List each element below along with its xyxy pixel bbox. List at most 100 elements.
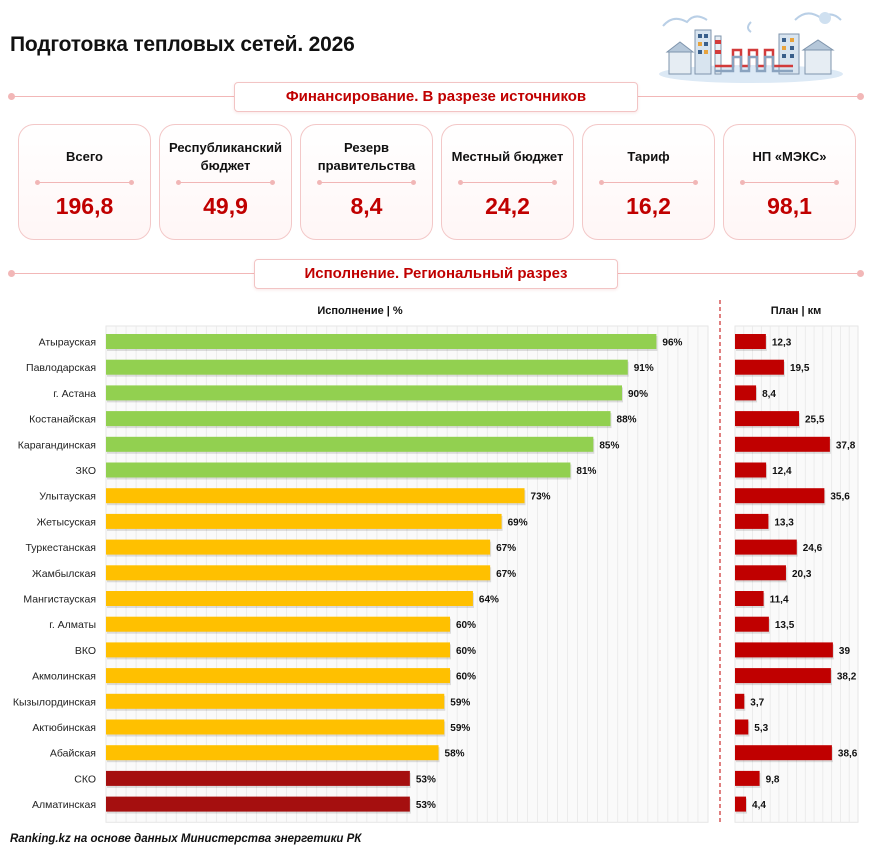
plan-bar [735, 719, 749, 735]
execution-value-label: 81% [576, 466, 596, 477]
plan-bar [735, 436, 830, 452]
region-label: Мангистауская [23, 594, 96, 606]
execution-bar [106, 539, 491, 555]
plan-value-label: 20,3 [792, 569, 812, 580]
plan-bar [735, 411, 800, 427]
card-label: Резерв правительства [317, 140, 416, 173]
plan-bar [735, 462, 767, 478]
execution-bar [106, 668, 450, 684]
plan-value-label: 11,4 [770, 595, 789, 606]
plan-bar [735, 668, 831, 684]
plan-value-label: 12,4 [772, 466, 792, 477]
card-government-reserve: Резерв правительства 8,4 [300, 124, 433, 240]
heating-network-illustration [659, 12, 843, 83]
card-label: НП «МЭКС» [752, 149, 827, 164]
execution-value-label: 73% [531, 492, 551, 503]
regional-chart: Исполнение | % План | км Атырауская 96% 12,3… [13, 300, 859, 824]
execution-bar [106, 693, 445, 709]
page-title: Подготовка тепловых сетей. 2026 [10, 33, 355, 56]
plan-bar [735, 334, 766, 349]
execution-bar [106, 642, 450, 658]
execution-bar [106, 334, 657, 349]
execution-value-label: 67% [496, 569, 516, 580]
execution-bar [106, 411, 611, 427]
execution-bar [106, 796, 410, 812]
card-value: 98,1 [767, 193, 812, 219]
card-np-meks: НП «МЭКС» 98,1 [723, 124, 856, 240]
plan-value-label: 39 [839, 646, 851, 657]
execution-value-label: 85% [599, 440, 619, 451]
card-value: 8,4 [350, 193, 383, 219]
execution-value-label: 90% [628, 389, 648, 400]
region-label: Карагандинская [18, 439, 96, 451]
region-label: Абайская [50, 748, 96, 760]
execution-value-label: 91% [634, 363, 654, 374]
plan-value-label: 37,8 [836, 440, 856, 451]
plan-value-label: 24,6 [803, 543, 823, 554]
execution-value-label: 53% [416, 800, 436, 811]
execution-value-label: 58% [445, 749, 465, 760]
execution-bar [106, 719, 445, 735]
card-label: Всего [65, 149, 104, 164]
region-label: СКО [74, 773, 96, 785]
card-divider [458, 180, 557, 185]
plan-value-label: 38,6 [838, 749, 858, 760]
execution-value-label: 88% [617, 415, 637, 426]
region-label: Алматинская [32, 799, 96, 811]
region-label: Актюбинская [32, 722, 96, 734]
card-label: Местный бюджет [451, 149, 564, 164]
plan-bar [735, 539, 797, 555]
execution-value-label: 69% [508, 517, 528, 528]
region-label: ЗКО [75, 465, 96, 477]
execution-value-label: 96% [662, 338, 682, 349]
execution-bar [106, 770, 410, 786]
card-local-budget: Местный бюджет 24,2 [441, 124, 574, 240]
card-value: 16,2 [626, 193, 671, 219]
card-divider [35, 180, 134, 185]
card-value: 24,2 [485, 193, 530, 219]
plan-value-label: 9,8 [766, 774, 780, 785]
execution-axis-title: Исполнение | % [317, 305, 403, 317]
plan-value-label: 5,3 [754, 723, 768, 734]
region-label: Костанайская [29, 414, 96, 426]
execution-value-label: 60% [456, 620, 476, 631]
plan-axis-title: План | км [771, 305, 822, 317]
region-label: Туркестанская [25, 542, 96, 554]
region-label: Павлодарская [26, 362, 96, 374]
plan-value-label: 8,4 [762, 389, 776, 400]
execution-bar [106, 513, 502, 529]
plan-value-label: 4,4 [752, 800, 766, 811]
plan-bar [735, 513, 769, 529]
plan-bar [735, 642, 833, 658]
region-label: Акмолинская [32, 671, 96, 683]
execution-value-label: 59% [450, 697, 470, 708]
execution-value-label: 60% [456, 646, 476, 657]
plan-value-label: 3,7 [750, 697, 764, 708]
card-label: Республиканский бюджет [169, 140, 282, 173]
execution-bar [106, 436, 594, 452]
execution-bar [106, 359, 628, 375]
plan-bar [735, 693, 745, 709]
source-footer: Ranking.kz на основе данных Министерства… [10, 833, 362, 845]
execution-value-label: 53% [416, 774, 436, 785]
execution-bar [106, 616, 450, 632]
plan-bar [735, 488, 825, 504]
region-label: г. Астана [53, 388, 96, 400]
region-label: Улытауская [39, 491, 96, 503]
funding-cards: Всего 196,8 Республиканский бюджет 49,9 … [18, 124, 858, 240]
plan-bar [735, 770, 760, 786]
execution-bar [106, 591, 473, 606]
execution-bar [106, 745, 439, 761]
plan-value-label: 38,2 [837, 672, 857, 683]
plan-bar [735, 359, 784, 375]
region-label: г. Алматы [49, 619, 96, 631]
card-tariff: Тариф 16,2 [582, 124, 715, 240]
card-divider [599, 180, 698, 185]
execution-bar [106, 462, 571, 478]
card-divider [176, 180, 275, 185]
card-value: 196,8 [55, 193, 114, 219]
execution-value-label: 60% [456, 672, 476, 683]
plan-bar [735, 565, 786, 581]
plan-value-label: 13,5 [775, 620, 795, 631]
section-title-regions: Исполнение. Региональный разрез [254, 259, 618, 289]
